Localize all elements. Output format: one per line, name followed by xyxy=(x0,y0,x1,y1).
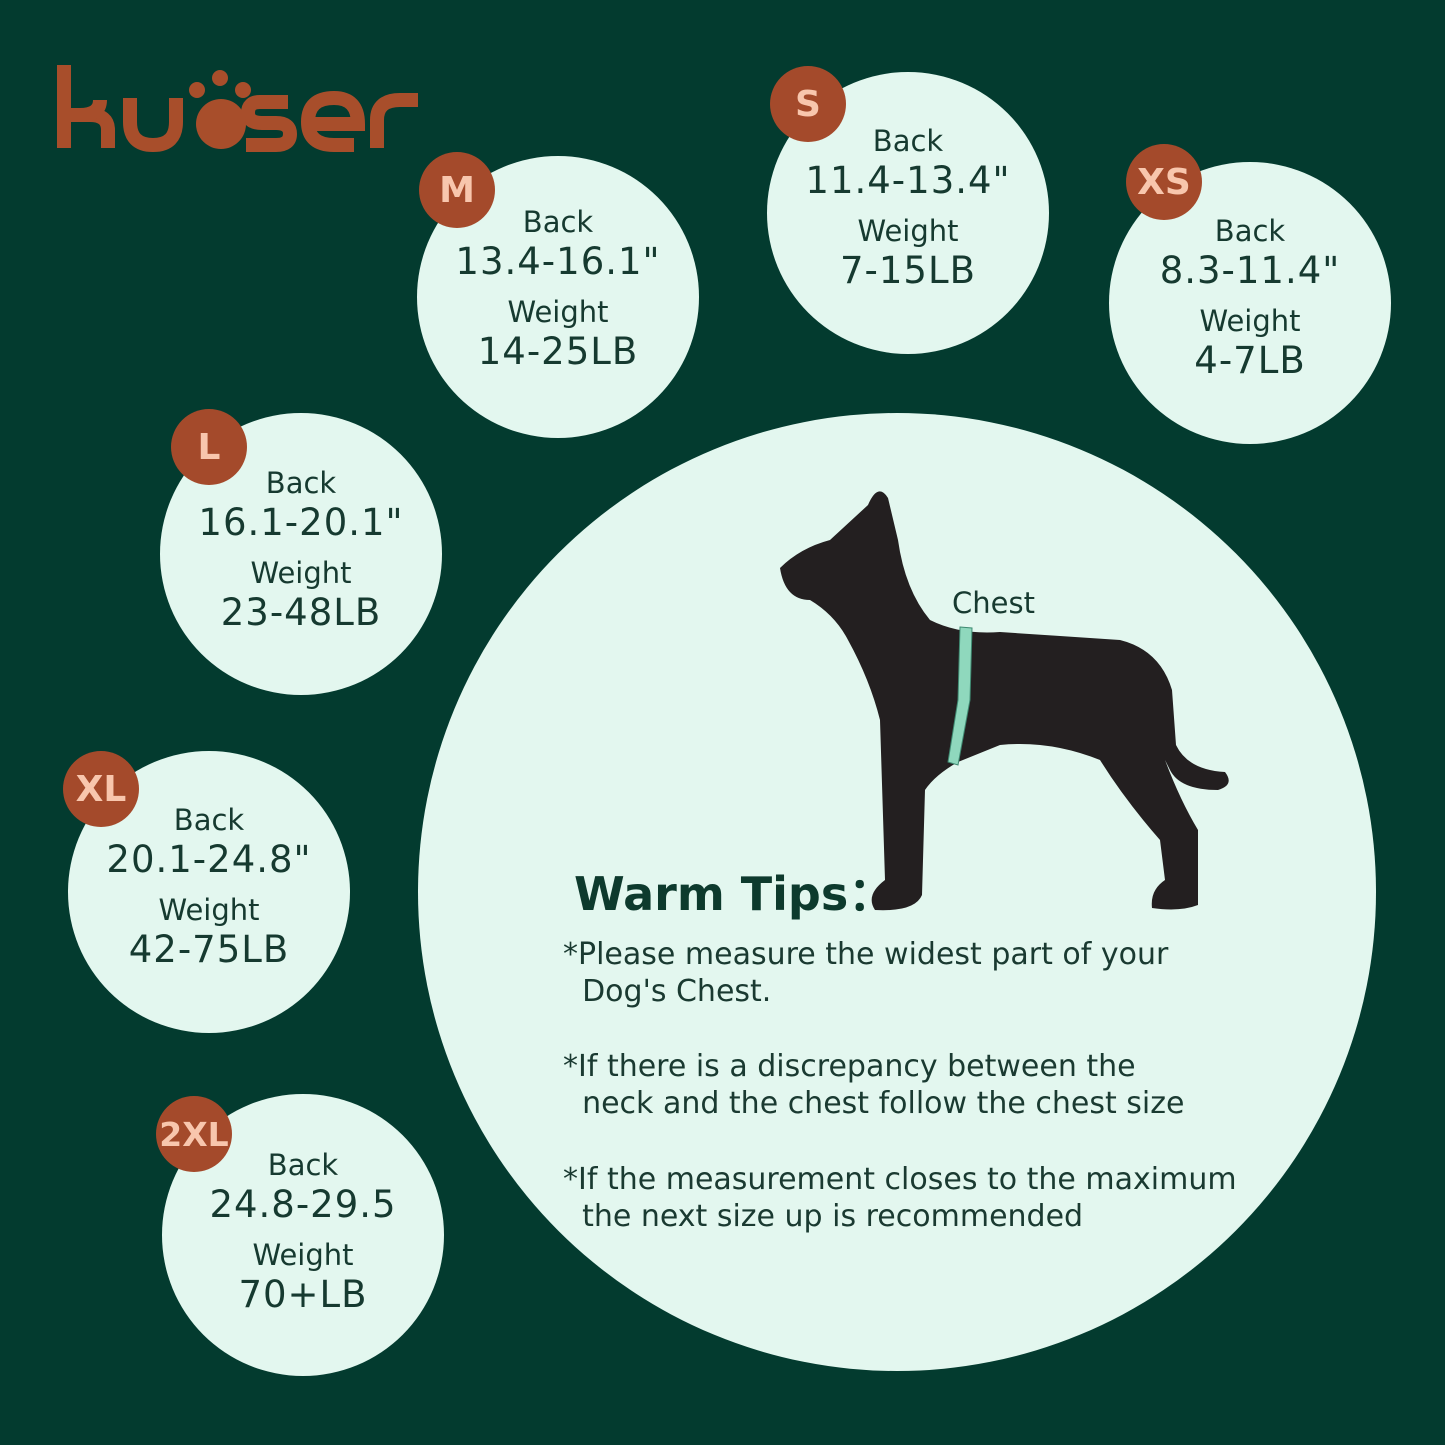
weight-label: Weight xyxy=(857,214,959,248)
chest-label: Chest xyxy=(952,586,1035,620)
size-badge-2xl: 2XL xyxy=(156,1096,232,1172)
weight-label: Weight xyxy=(507,295,609,329)
back-label: Back xyxy=(872,124,944,158)
size-badge-xl: XL xyxy=(63,751,139,827)
size-badge-s: S xyxy=(770,66,846,142)
back-label: Back xyxy=(267,1148,339,1182)
size-badge-l: L xyxy=(171,409,247,485)
back-label: Back xyxy=(522,205,594,239)
back-range: 11.4-13.4" xyxy=(805,159,1011,202)
weight-range: 23-48LB xyxy=(220,591,382,634)
size-badge-xs: XS xyxy=(1126,144,1202,220)
tip-item: *If there is a discrepancy between the n… xyxy=(563,1049,1185,1121)
weight-range: 7-15LB xyxy=(840,249,976,292)
back-range: 8.3-11.4" xyxy=(1159,249,1341,292)
tip-item: *Please measure the widest part of your … xyxy=(563,937,1169,1009)
weight-label: Weight xyxy=(158,893,260,927)
back-range: 16.1-20.1" xyxy=(198,501,404,544)
weight-range: 42-75LB xyxy=(128,928,290,971)
back-range: 20.1-24.8" xyxy=(106,838,312,881)
size-card-xs: Back 8.3-11.4" Weight 4-7LB xyxy=(1109,162,1391,444)
weight-range: 70+LB xyxy=(238,1273,368,1316)
brand-logo-graphic xyxy=(57,65,418,153)
back-range: 13.4-16.1" xyxy=(455,240,661,283)
tip-item: *If the measurement closes to the maximu… xyxy=(563,1162,1237,1234)
weight-range: 4-7LB xyxy=(1194,339,1306,382)
back-label: Back xyxy=(265,466,337,500)
tips-title: Warm Tips： xyxy=(574,867,895,921)
size-badge-m: M xyxy=(419,152,495,228)
back-range: 24.8-29.5 xyxy=(209,1183,397,1226)
back-label: Back xyxy=(1214,214,1286,248)
back-label: Back xyxy=(173,803,245,837)
weight-range: 14-25LB xyxy=(477,330,639,373)
weight-label: Weight xyxy=(252,1238,354,1272)
weight-label: Weight xyxy=(250,556,352,590)
weight-label: Weight xyxy=(1199,304,1301,338)
